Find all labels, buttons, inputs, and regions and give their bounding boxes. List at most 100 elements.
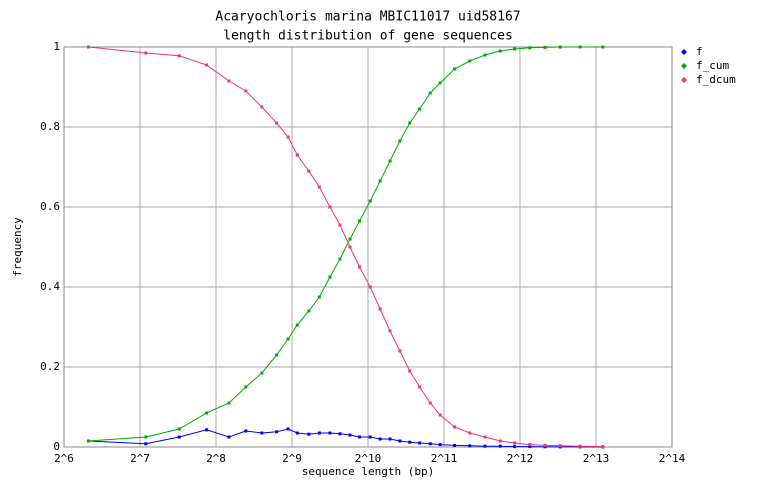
data-point <box>378 437 382 441</box>
data-point <box>601 445 605 449</box>
data-point <box>286 427 290 431</box>
data-point <box>558 444 562 448</box>
data-point <box>86 45 90 49</box>
data-point <box>177 435 181 439</box>
data-point <box>543 45 547 49</box>
data-point <box>244 89 248 93</box>
chart-subtitle: length distribution of gene sequences <box>223 29 513 44</box>
data-point <box>438 443 442 447</box>
chart-title: Acaryochloris marina MBIC11017 uid58167 <box>215 10 520 25</box>
data-point <box>428 442 432 446</box>
y-tick-label: 0 <box>53 440 60 453</box>
x-tick-label: 2^11 <box>431 452 458 465</box>
data-point <box>428 91 432 95</box>
data-point <box>601 45 605 49</box>
data-point <box>513 441 517 445</box>
data-point <box>418 385 422 389</box>
legend-label: f_cum <box>696 59 729 72</box>
data-point <box>513 445 517 449</box>
data-point <box>453 443 457 447</box>
data-point <box>275 430 279 434</box>
data-point <box>368 199 372 203</box>
data-point <box>348 433 352 437</box>
data-point <box>328 431 332 435</box>
data-point <box>144 51 148 55</box>
data-point <box>408 369 412 373</box>
y-axis-label: frequency <box>11 217 24 277</box>
y-tick-label: 1 <box>53 40 60 53</box>
data-point <box>578 444 582 448</box>
data-point <box>398 439 402 443</box>
x-tick-label: 2^10 <box>355 452 382 465</box>
data-point <box>338 432 342 436</box>
data-point <box>348 237 352 241</box>
data-point <box>295 323 299 327</box>
series-line <box>88 46 603 442</box>
y-tick-label: 0.2 <box>40 360 60 373</box>
data-point <box>358 435 362 439</box>
y-tick-label: 0.6 <box>40 200 60 213</box>
data-point <box>453 425 457 429</box>
data-point <box>260 371 264 375</box>
data-point <box>368 285 372 289</box>
data-point <box>317 431 321 435</box>
data-point <box>295 153 299 157</box>
legend-label: f <box>696 45 703 58</box>
data-point <box>205 428 209 432</box>
data-point <box>453 67 457 71</box>
x-tick-label: 2^12 <box>507 452 534 465</box>
data-point <box>317 295 321 299</box>
data-point <box>227 435 231 439</box>
data-point <box>328 275 332 279</box>
plot-frame <box>63 46 673 448</box>
data-point <box>498 439 502 443</box>
y-tick-label: 0.8 <box>40 120 60 133</box>
data-point <box>227 79 231 83</box>
x-axis-label: sequence length (bp) <box>302 465 434 478</box>
data-point <box>244 429 248 433</box>
data-point <box>468 59 472 63</box>
data-point <box>338 257 342 261</box>
data-point <box>144 435 148 439</box>
data-point <box>317 185 321 189</box>
data-point <box>483 435 487 439</box>
data-point <box>368 435 372 439</box>
data-point <box>205 411 209 415</box>
data-point <box>205 63 209 67</box>
x-tick-label: 2^13 <box>583 452 610 465</box>
data-point <box>468 431 472 435</box>
legend-marker <box>681 77 687 83</box>
data-point <box>177 427 181 431</box>
legend-label: f_dcum <box>696 73 736 86</box>
data-point <box>348 245 352 249</box>
data-point <box>543 443 547 447</box>
data-point <box>528 445 532 449</box>
data-point <box>244 385 248 389</box>
series-line <box>88 46 603 448</box>
data-point <box>338 223 342 227</box>
data-point <box>428 401 432 405</box>
data-point <box>328 205 332 209</box>
data-point <box>528 443 532 447</box>
data-point <box>378 307 382 311</box>
data-point <box>388 159 392 163</box>
data-point <box>358 265 362 269</box>
data-point <box>260 431 264 435</box>
data-point <box>388 329 392 333</box>
data-point <box>408 121 412 125</box>
data-point <box>513 47 517 51</box>
x-tick-label: 2^8 <box>206 452 226 465</box>
data-point <box>307 309 311 313</box>
data-point <box>177 54 181 58</box>
data-point <box>286 337 290 341</box>
data-point <box>275 121 279 125</box>
data-point <box>438 413 442 417</box>
data-point <box>498 49 502 53</box>
data-point <box>558 45 562 49</box>
data-point <box>378 179 382 183</box>
data-point <box>307 169 311 173</box>
data-point <box>483 444 487 448</box>
y-tick-label: 0.4 <box>40 280 60 293</box>
x-tick-label: 2^6 <box>54 452 74 465</box>
